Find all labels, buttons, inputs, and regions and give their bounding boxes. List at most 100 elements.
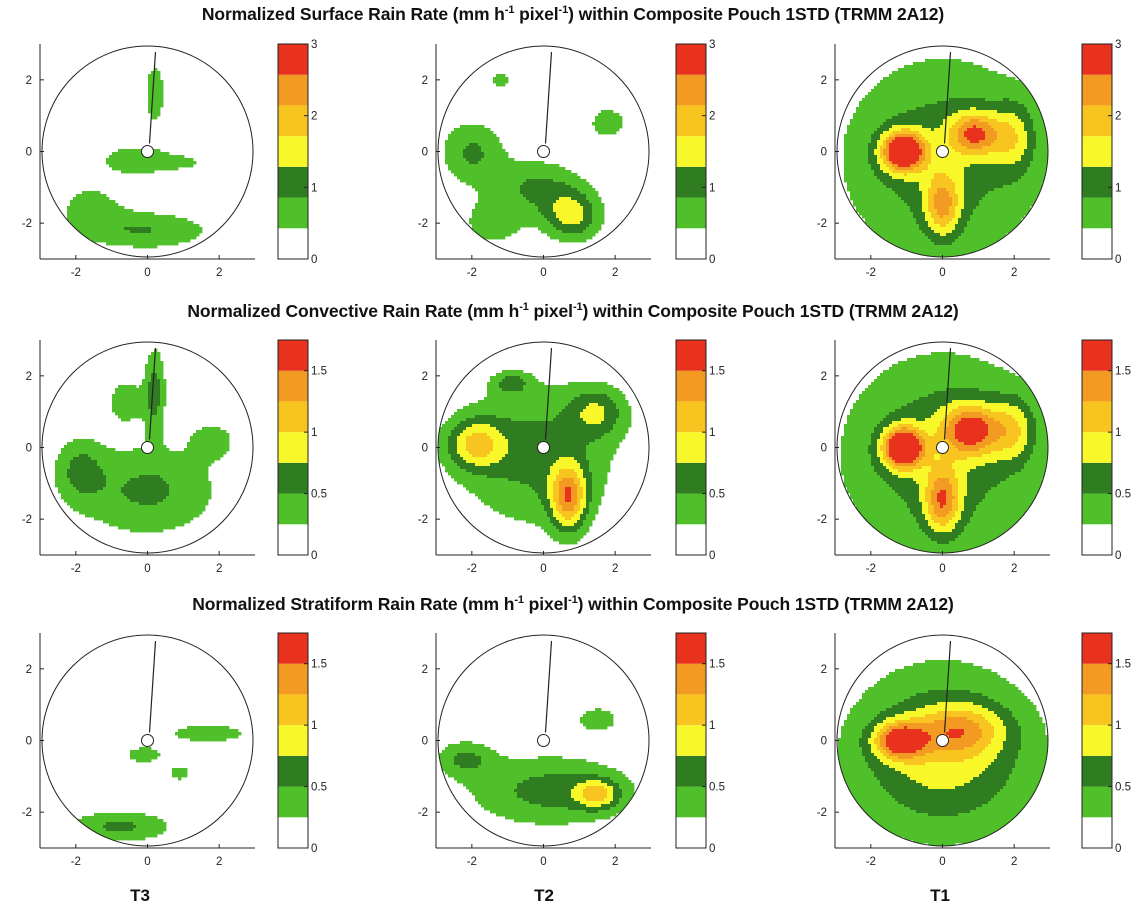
contour-cell [928, 77, 932, 81]
contour-cell [499, 80, 503, 84]
contour-cell [940, 107, 944, 111]
contour-cell [1015, 188, 1019, 192]
contour-cell [961, 167, 965, 171]
contour-cell [526, 182, 530, 186]
contour-cell [520, 167, 524, 171]
contour-cell [508, 185, 512, 189]
contour-cell [1033, 152, 1037, 156]
contour-cell [451, 134, 455, 138]
contour-cell [961, 176, 965, 180]
contour-cell [1000, 113, 1004, 117]
contour-cell [946, 113, 950, 117]
contour-cell [136, 227, 140, 231]
contour-cell [919, 173, 923, 177]
contour-cell [1033, 110, 1037, 114]
contour-cell [955, 158, 959, 162]
contour-cell [124, 152, 128, 156]
contour-cell [559, 233, 563, 237]
contour-cell [907, 194, 911, 198]
contour-cell [1006, 89, 1010, 93]
contour-cell [484, 212, 488, 216]
contour-cell [868, 110, 872, 114]
contour-cell [883, 149, 887, 153]
contour-cell [892, 143, 896, 147]
contour-cell [514, 197, 518, 201]
contour-cell [877, 116, 881, 120]
contour-cell [73, 218, 77, 222]
contour-cell [1021, 176, 1025, 180]
contour-cell [142, 233, 146, 237]
contour-cell [580, 215, 584, 219]
contour-cell [505, 218, 509, 222]
contour-cell [1030, 98, 1034, 102]
contour-cell [484, 149, 488, 153]
contour-cell [112, 152, 116, 156]
contour-cell [1000, 197, 1004, 201]
contour-cell [121, 224, 125, 228]
contour-cell [517, 221, 521, 225]
contour-cell [955, 200, 959, 204]
contour-cell [862, 149, 866, 153]
contour-cell [928, 185, 932, 189]
contour-cell [949, 167, 953, 171]
contour-cell [859, 131, 863, 135]
contour-cell [892, 125, 896, 129]
contour-cell [937, 80, 941, 84]
contour-cell [1009, 98, 1013, 102]
contour-cell [181, 218, 185, 222]
contour-cell [550, 227, 554, 231]
contour-cell [988, 125, 992, 129]
contour-cell [553, 209, 557, 213]
contour-cell [907, 101, 911, 105]
contour-cell [883, 167, 887, 171]
contour-cell [496, 185, 500, 189]
contour-cell [541, 230, 545, 234]
contour-cell [1021, 86, 1025, 90]
contour-cell [928, 119, 932, 123]
contour-cell [916, 185, 920, 189]
contour-cell [511, 176, 515, 180]
contour-cell [934, 122, 938, 126]
contour-cell [895, 137, 899, 141]
contour-cell [550, 200, 554, 204]
contour-cell [505, 224, 509, 228]
contour-cell [868, 140, 872, 144]
contour-cell [523, 161, 527, 165]
contour-cell [82, 194, 86, 198]
contour-cell [973, 194, 977, 198]
contour-cell [925, 161, 929, 165]
contour-cell [877, 188, 881, 192]
contour-cell [559, 191, 563, 195]
contour-cell [958, 71, 962, 75]
contour-cell [979, 149, 983, 153]
contour-cell [943, 179, 947, 183]
contour-cell [1030, 158, 1034, 162]
contour-cell [121, 170, 125, 174]
contour-cell [577, 188, 581, 192]
contour-cell [973, 197, 977, 201]
contour-cell [481, 125, 485, 129]
contour-cell [124, 167, 128, 171]
contour-cell [844, 170, 848, 174]
contour-cell [883, 143, 887, 147]
contour-cell [952, 62, 956, 66]
contour-cell [949, 155, 953, 159]
contour-cell [85, 224, 89, 228]
contour-cell [1030, 140, 1034, 144]
contour-cell [472, 146, 476, 150]
contour-cell [976, 71, 980, 75]
contour-cell [514, 191, 518, 195]
colorbar-segment [278, 105, 308, 137]
contour-cell [481, 158, 485, 162]
contour-cell [895, 104, 899, 108]
contour-cell [850, 134, 854, 138]
contour-cell [880, 95, 884, 99]
contour-cell [1009, 185, 1013, 189]
contour-cell [973, 77, 977, 81]
contour-cell [574, 200, 578, 204]
contour-cell [976, 77, 980, 81]
contour-cell [913, 161, 917, 165]
contour-cell [535, 203, 539, 207]
contour-cell [970, 92, 974, 96]
contour-cell [865, 203, 869, 207]
